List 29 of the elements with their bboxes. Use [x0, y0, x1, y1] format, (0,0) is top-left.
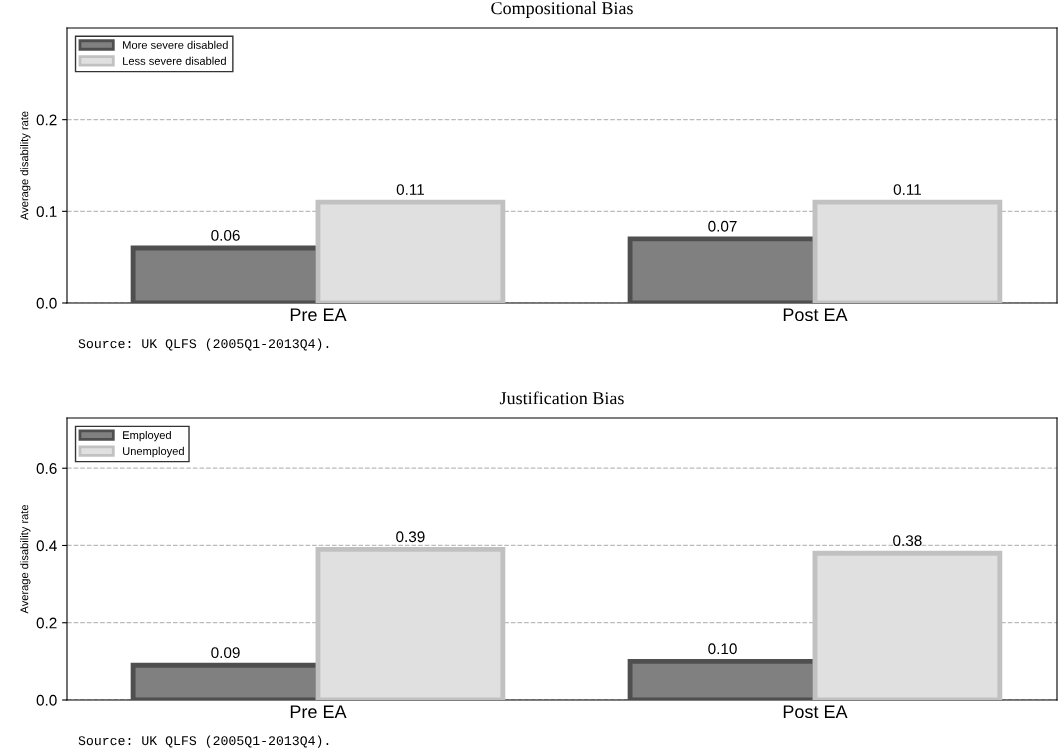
data-label: 0.38	[893, 535, 922, 547]
legend-label: Employed	[123, 430, 171, 442]
y-tick-label: 0.4	[36, 540, 57, 552]
source-note: Source: UK QLFS (2005Q1-2013Q4).	[78, 338, 329, 351]
legend-label: Less severe disabled	[123, 56, 226, 65]
source-note: Source: UK QLFS (2005Q1-2013Q4).	[78, 735, 329, 748]
y-tick-label: 0.0	[36, 297, 57, 309]
data-label: 0.11	[893, 184, 921, 195]
x-tick-label: Pre EA	[290, 705, 347, 719]
y-tick-label: 0.2	[36, 617, 57, 629]
y-tick-label: 0.6	[36, 463, 57, 474]
data-label: 0.06	[211, 230, 240, 241]
data-label: 0.07	[708, 220, 737, 232]
data-label: 0.09	[211, 647, 240, 659]
x-tick-label: Post EA	[783, 705, 848, 719]
y-axis-title: Average disability rate	[20, 504, 31, 614]
legend-label: More severe disabled	[123, 40, 228, 49]
x-tick-label: Pre EA	[290, 308, 347, 322]
legend-label: Unemployed	[123, 446, 184, 458]
y-tick-label: 0.1	[36, 206, 57, 218]
data-label: 0.11	[396, 184, 424, 195]
y-tick-label: 0.2	[36, 114, 57, 126]
data-label: 0.10	[708, 643, 737, 655]
y-tick-label: 0.0	[36, 694, 57, 706]
y-axis-title: Average disability rate	[20, 111, 31, 221]
data-label: 0.39	[396, 531, 425, 543]
x-tick-label: Post EA	[783, 308, 848, 322]
chart-title: Justification Bias	[499, 391, 624, 405]
chart-title: Compositional Bias	[491, 1, 633, 18]
